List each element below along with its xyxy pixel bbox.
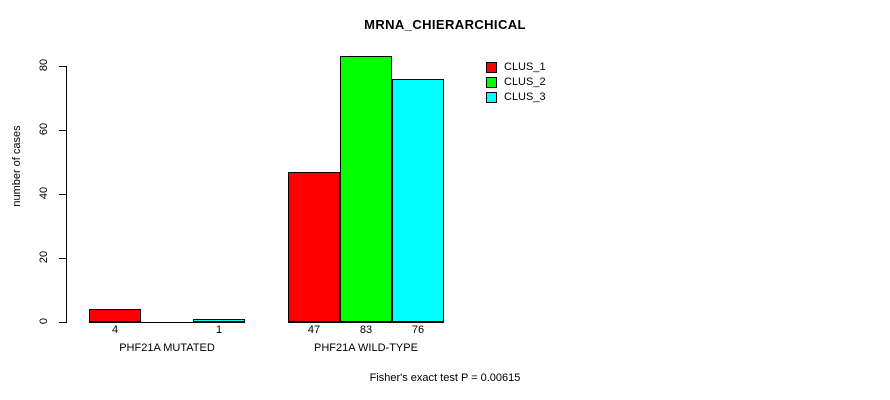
page-title: MRNA_CHIERARCHICAL (364, 17, 526, 32)
legend-label: CLUS_2 (504, 76, 546, 88)
y-axis-tick-label: 80 (38, 58, 50, 72)
bar-value-label: 1 (215, 324, 223, 336)
y-axis-tick (59, 66, 66, 67)
y-axis-tick (59, 194, 66, 195)
y-axis-tick (59, 258, 66, 259)
legend-label: CLUS_3 (504, 91, 546, 103)
legend-item[interactable]: CLUS_3 (486, 90, 546, 105)
legend-item[interactable]: CLUS_1 (486, 60, 546, 75)
bar[interactable] (288, 171, 340, 322)
legend-swatch-icon (486, 62, 497, 73)
y-axis-tick-label: 20 (38, 250, 50, 264)
y-axis-tick-label: 40 (38, 186, 50, 200)
legend-label: CLUS_1 (504, 61, 546, 73)
y-axis-tick-label: 0 (38, 317, 50, 325)
bar[interactable] (89, 309, 141, 322)
y-axis-tick (59, 130, 66, 131)
statistical-annotation: Fisher's exact test P = 0.00615 (369, 372, 521, 384)
legend-item[interactable]: CLUS_2 (486, 75, 546, 90)
group-label: PHF21A WILD-TYPE (314, 342, 418, 354)
legend: CLUS_1 CLUS_2 CLUS_3 (486, 60, 546, 105)
y-axis-tick (59, 322, 66, 323)
group-label: PHF21A MUTATED (119, 342, 215, 354)
bar-value-label: 4 (111, 324, 119, 336)
y-axis-tick-label: 60 (38, 122, 50, 136)
bar-value-label: 76 (411, 324, 425, 336)
legend-swatch-icon (486, 92, 497, 103)
legend-swatch-icon (486, 77, 497, 88)
bar[interactable] (340, 56, 392, 322)
y-axis-line (66, 66, 67, 323)
bar[interactable] (193, 318, 245, 322)
x-axis-baseline (288, 322, 444, 323)
bar-value-label: 83 (359, 324, 373, 336)
x-axis-baseline (89, 322, 245, 323)
bar-value-label: 47 (307, 324, 321, 336)
bar[interactable] (392, 78, 444, 322)
